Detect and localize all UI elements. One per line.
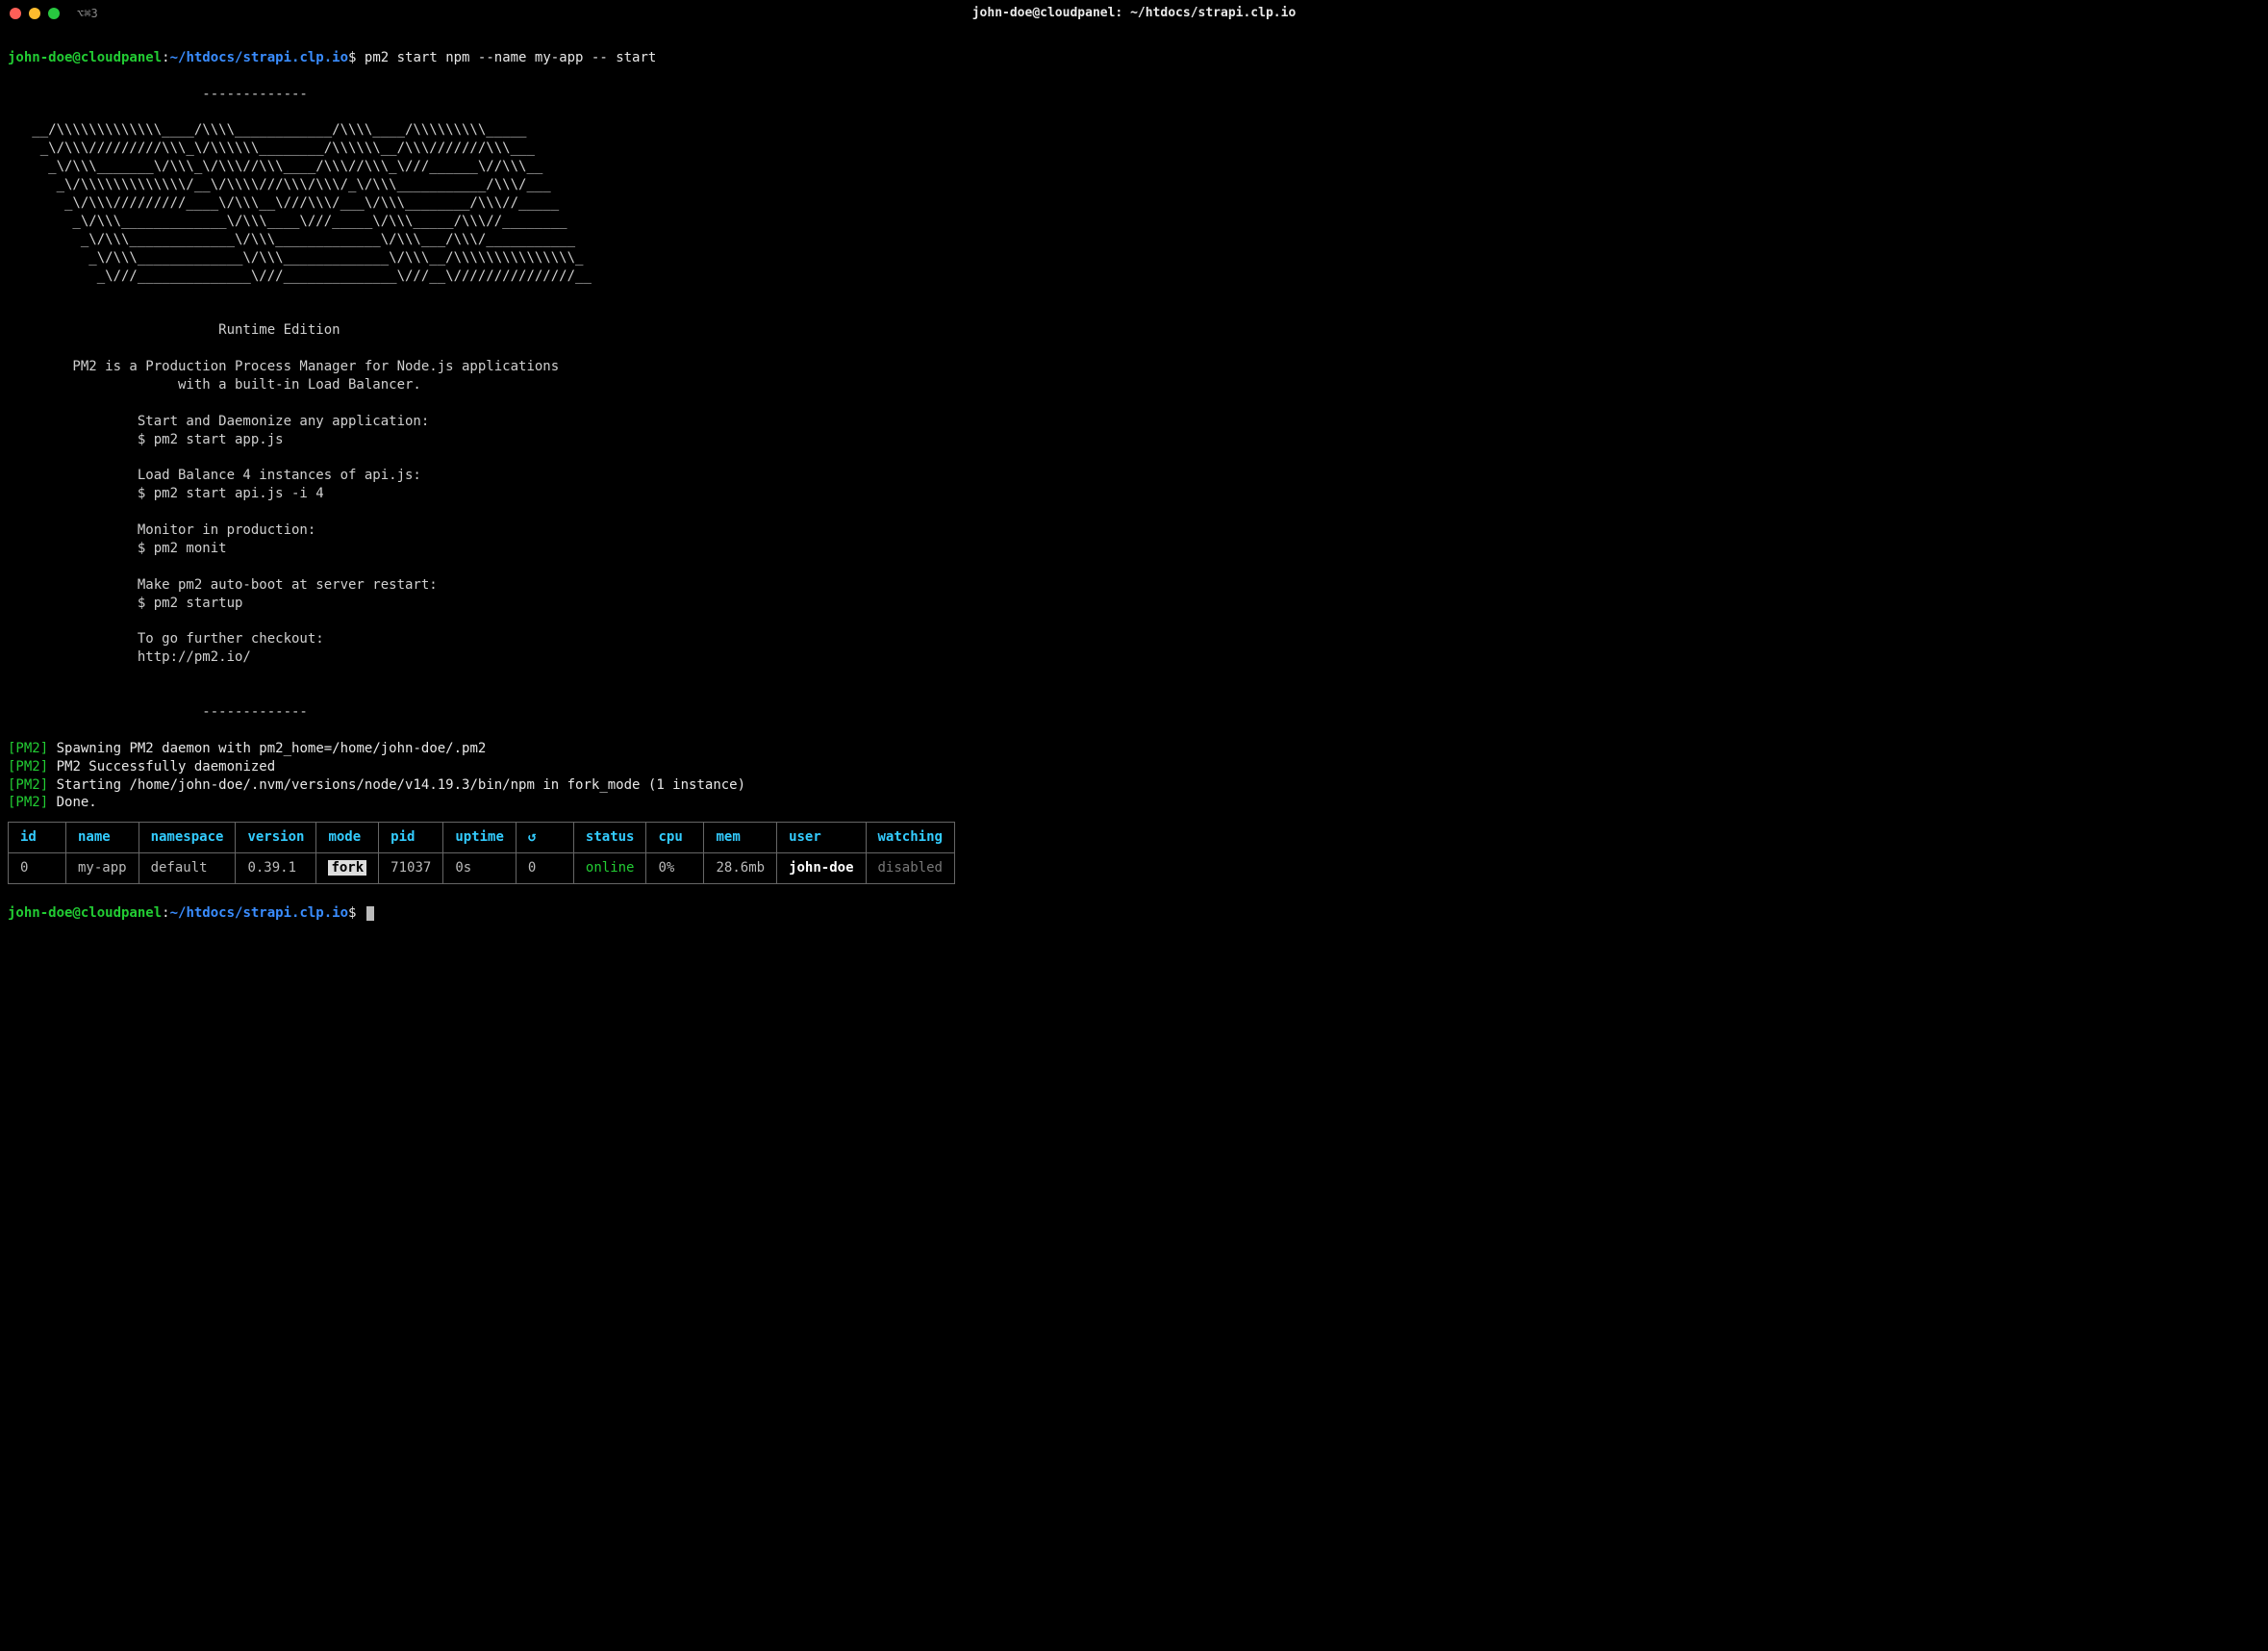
window-title: john-doe@cloudpanel: ~/htdocs/strapi.clp…	[0, 5, 2268, 22]
col-version: version	[236, 823, 316, 853]
cell-restart: 0	[516, 853, 573, 884]
cell-uptime: 0s	[443, 853, 517, 884]
mode-badge: fork	[328, 860, 366, 876]
pm2-table-wrap: id name namespace version mode pid uptim…	[0, 822, 2268, 884]
shortcut-label: ⌥⌘3	[77, 6, 98, 21]
col-status: status	[573, 823, 646, 853]
close-icon[interactable]	[10, 8, 21, 19]
log-line-1: PM2 Successfully daemonized	[57, 759, 276, 775]
intro-text: Runtime Edition PM2 is a Production Proc…	[8, 322, 559, 720]
cell-status: online	[573, 853, 646, 884]
cell-mem: 28.6mb	[704, 853, 777, 884]
log-line-3: Done.	[57, 795, 97, 810]
col-watching: watching	[866, 823, 954, 853]
table-header-row: id name namespace version mode pid uptim…	[9, 823, 955, 853]
cell-version: 0.39.1	[236, 853, 316, 884]
minimize-icon[interactable]	[29, 8, 40, 19]
pm2-tag: [PM2]	[8, 741, 48, 756]
table-row: 0 my-app default 0.39.1 fork 71037 0s 0 …	[9, 853, 955, 884]
cell-namespace: default	[139, 853, 236, 884]
prompt-user-host: john-doe@cloudpanel	[8, 905, 162, 921]
prompt-path: ~/htdocs/strapi.clp.io	[170, 50, 348, 65]
col-restart: ↺	[516, 823, 573, 853]
cell-user: john-doe	[777, 853, 866, 884]
window-titlebar: ⌥⌘3 john-doe@cloudpanel: ~/htdocs/strapi…	[0, 0, 2268, 27]
cursor-icon	[366, 906, 374, 921]
col-name: name	[66, 823, 139, 853]
pm2-tag: [PM2]	[8, 777, 48, 793]
cell-watching: disabled	[866, 853, 954, 884]
cell-cpu: 0%	[646, 853, 704, 884]
ascii-banner: ------------- __/\\\\\\\\\\\\\____/\\\\_…	[8, 87, 592, 284]
pm2-process-table: id name namespace version mode pid uptim…	[8, 822, 955, 884]
prompt-path: ~/htdocs/strapi.clp.io	[170, 905, 348, 921]
log-line-2: Starting /home/john-doe/.nvm/versions/no…	[57, 777, 745, 793]
maximize-icon[interactable]	[48, 8, 60, 19]
col-user: user	[777, 823, 866, 853]
cell-mode: fork	[316, 853, 379, 884]
log-line-0: Spawning PM2 daemon with pm2_home=/home/…	[57, 741, 487, 756]
col-pid: pid	[379, 823, 443, 853]
pm2-tag: [PM2]	[8, 759, 48, 775]
entered-command: pm2 start npm --name my-app -- start	[365, 50, 656, 65]
col-uptime: uptime	[443, 823, 517, 853]
cell-id: 0	[9, 853, 66, 884]
prompt-dollar: $	[348, 905, 356, 921]
cell-pid: 71037	[379, 853, 443, 884]
prompt-dollar: $	[348, 50, 356, 65]
trailing-prompt[interactable]: john-doe@cloudpanel:~/htdocs/strapi.clp.…	[0, 884, 2268, 932]
col-mem: mem	[704, 823, 777, 853]
traffic-lights	[10, 8, 60, 19]
cell-name: my-app	[66, 853, 139, 884]
terminal-output[interactable]: john-doe@cloudpanel:~/htdocs/strapi.clp.…	[0, 27, 2268, 822]
col-id: id	[9, 823, 66, 853]
col-mode: mode	[316, 823, 379, 853]
col-namespace: namespace	[139, 823, 236, 853]
col-cpu: cpu	[646, 823, 704, 853]
prompt-user-host: john-doe@cloudpanel	[8, 50, 162, 65]
pm2-tag: [PM2]	[8, 795, 48, 810]
